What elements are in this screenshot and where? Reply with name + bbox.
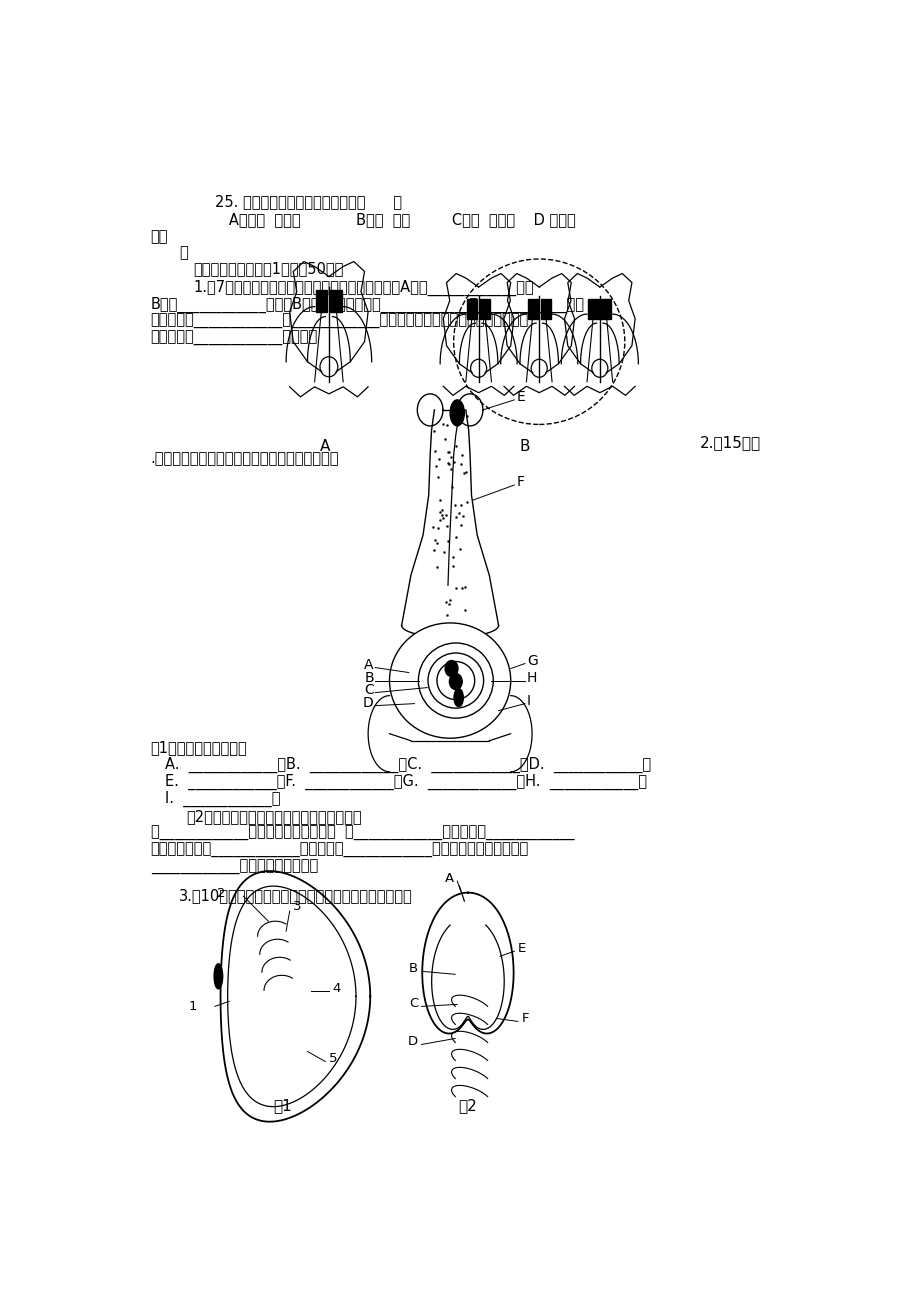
Text: 1: 1 (188, 1000, 197, 1013)
Text: .下图是双受精过程示意图，据图分析回答问题。: .下图是双受精过程示意图，据图分析回答问题。 (151, 450, 339, 466)
Text: D: D (363, 695, 373, 710)
Text: A: A (320, 439, 330, 454)
Text: ，: ， (179, 246, 187, 260)
Text: 5: 5 (329, 1052, 337, 1065)
Text: 二，非选择题（每空1分，共50分）: 二，非选择题（每空1分，共50分） (193, 262, 344, 276)
Text: B: B (364, 671, 373, 685)
Text: （2）花粉管内有两个精子，当花粉管到达［: （2）花粉管内有两个精子，当花粉管到达［ (186, 809, 361, 824)
Text: I.  ____________。: I. ____________。 (165, 790, 280, 807)
Text: B: B (519, 439, 529, 454)
Text: A: A (364, 658, 373, 672)
Ellipse shape (389, 622, 510, 738)
Text: ____________，是所特有的现象。: ____________，是所特有的现象。 (151, 861, 318, 875)
Text: E: E (517, 941, 526, 954)
Text: F: F (516, 475, 524, 490)
Text: 2.（15分）: 2.（15分） (698, 435, 760, 450)
Text: 种子: 种子 (151, 229, 168, 245)
Bar (587, 298, 598, 319)
Text: D: D (407, 1035, 417, 1048)
Text: （1）填写各部分名称：: （1）填写各部分名称： (151, 740, 247, 755)
Ellipse shape (214, 963, 222, 988)
Text: 还可以采用____________的方式。: 还可以采用____________的方式。 (151, 331, 318, 346)
Text: I: I (527, 694, 530, 707)
Bar (600, 298, 611, 319)
Text: 3: 3 (293, 900, 301, 913)
Bar (330, 289, 341, 311)
Text: 1.（7分）下面的两个图分别表示两种传粉方式，图A表示____________，图: 1.（7分）下面的两个图分别表示两种传粉方式，图A表示____________，… (193, 280, 533, 296)
Text: ］____________后，其中一个精子与［  ］____________结合，形成____________: ］____________后，其中一个精子与［ ］____________结合，… (151, 825, 573, 841)
Ellipse shape (449, 400, 464, 426)
Bar (480, 298, 490, 319)
Text: 2: 2 (217, 887, 225, 900)
Text: G: G (527, 654, 538, 668)
Text: 4: 4 (332, 982, 340, 995)
Text: ；另一个精子与____________结合，形成____________。植物的这种受精方式叫: ；另一个精子与____________结合，形成____________。植物的… (151, 842, 528, 858)
Text: B表示____________。用图B的方式传粉的花包括____________和____________两种: B表示____________。用图B的方式传粉的花包括____________… (151, 297, 584, 312)
Bar (467, 298, 477, 319)
Text: 3.（10分）下图所示为两类种子剖面结构图，据图回答：: 3.（10分）下图所示为两类种子剖面结构图，据图回答： (179, 888, 413, 904)
Bar (540, 298, 550, 319)
Text: F: F (521, 1012, 528, 1025)
Text: C: C (364, 682, 373, 697)
Text: 25. 青蛙和大豆个体发育的起点是（      ）: 25. 青蛙和大豆个体发育的起点是（ ） (215, 194, 402, 210)
Bar (528, 298, 538, 319)
Text: E: E (516, 389, 525, 404)
Text: B: B (408, 962, 417, 975)
Text: E.  ____________，F.  ____________，G.  ____________，H.  ____________，: E. ____________，F. ____________，G. _____… (165, 773, 646, 790)
Ellipse shape (448, 673, 461, 690)
Text: A: A (444, 871, 453, 884)
Text: A.  ____________，B.  ____________，C.  ____________，D.  ____________，: A. ____________，B. ____________，C. _____… (165, 756, 651, 773)
Text: A受精卵  受精卵            B蝌蚪  种子         C蝌蚪  花粉粒    D 受精卵: A受精卵 受精卵 B蝌蚪 种子 C蝌蚪 花粉粒 D 受精卵 (215, 212, 575, 228)
Ellipse shape (454, 689, 463, 707)
Text: 图2: 图2 (458, 1099, 477, 1113)
Ellipse shape (445, 660, 458, 677)
Text: H: H (527, 671, 537, 685)
Bar (316, 289, 327, 311)
Text: C: C (408, 997, 417, 1010)
Text: 图1: 图1 (273, 1099, 291, 1113)
Text: ，分别依靠____________和____________传粉。有时为了提高植物传粉的质量，: ，分别依靠____________和____________传粉。有时为了提高植… (151, 314, 528, 328)
